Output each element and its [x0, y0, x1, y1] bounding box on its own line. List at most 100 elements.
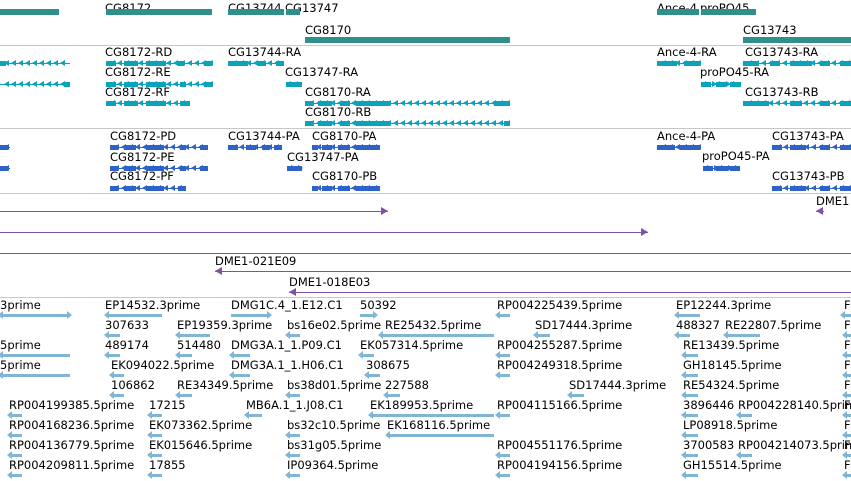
est-arrow-left-icon [495, 371, 500, 379]
strand-chevron-icon [110, 100, 115, 106]
transcript-label: CG8170-RA [305, 85, 371, 99]
gene-bar[interactable] [286, 9, 300, 15]
protein-label: CG8170-PB [312, 169, 378, 183]
est-label: bs38d01.5prime [287, 378, 382, 392]
strand-chevron-icon [138, 81, 143, 87]
strand-chevron-icon [668, 60, 673, 66]
est-label: SD17444.3prime [569, 378, 667, 392]
strand-chevron-icon [53, 81, 58, 87]
gene-bar[interactable] [228, 9, 284, 15]
est-arrow-left-icon [681, 391, 686, 399]
gene-label: CG13743 [743, 23, 797, 37]
strand-chevron-icon [323, 120, 328, 126]
strand-chevron-icon [351, 144, 356, 150]
strand-chevron-icon [712, 81, 717, 87]
protein-exon [312, 145, 318, 150]
strand-chevron-icon [810, 100, 815, 106]
strand-chevron-icon [803, 60, 808, 66]
est-label: EP12244.3prime [676, 298, 772, 312]
strand-chevron-icon [831, 100, 836, 106]
est-arrow-left-icon [147, 431, 152, 439]
strand-chevron-icon [180, 60, 185, 66]
est-arrow-left-icon [109, 391, 114, 399]
clone-line [0, 253, 851, 254]
strand-chevron-icon [365, 144, 370, 150]
protein-exon [200, 166, 208, 171]
est-arrow-left-icon [285, 451, 290, 459]
est-label: MB6A.1_1.J08.C1 [246, 398, 344, 412]
strand-chevron-icon [330, 185, 335, 191]
transcript-exon [180, 101, 190, 106]
est-arrow-left-icon [244, 411, 249, 419]
strand-chevron-icon [372, 144, 377, 150]
est-bar [683, 434, 698, 437]
est-bar [0, 374, 70, 377]
strand-chevron-icon [675, 144, 680, 150]
est-arrow-left-icon [842, 351, 847, 359]
strand-chevron-icon [414, 120, 419, 126]
strand-chevron-icon [4, 144, 9, 150]
est-arrow-right-icon [373, 311, 378, 319]
strand-chevron-icon [53, 60, 58, 66]
strand-chevron-icon [253, 60, 258, 66]
strand-chevron-icon [337, 144, 342, 150]
strand-chevron-icon [135, 185, 140, 191]
strand-chevron-icon [728, 165, 733, 171]
est-label: 50392 [360, 298, 397, 312]
est-label: EK168116.5prime [387, 418, 491, 432]
est-label: RE13439.5prime [683, 338, 780, 352]
strand-chevron-icon [149, 144, 154, 150]
gene-bar[interactable] [106, 9, 212, 15]
strand-chevron-icon [344, 185, 349, 191]
est-bar [360, 354, 374, 357]
est-arrow-left-icon [674, 331, 679, 339]
est-bar [231, 354, 250, 357]
strand-chevron-icon [246, 60, 251, 66]
strand-chevron-icon [456, 100, 461, 106]
est-bar [287, 454, 300, 457]
gene-bar[interactable] [305, 37, 510, 43]
transcript-label: Ance-4-RA [657, 45, 717, 59]
strand-chevron-icon [290, 81, 295, 87]
est-arrow-left-icon [736, 411, 741, 419]
strand-chevron-icon [246, 144, 251, 150]
est-arrow-left-icon [147, 471, 152, 479]
strand-chevron-icon [775, 100, 780, 106]
clone-line [0, 211, 388, 212]
gene-bar[interactable] [657, 9, 699, 15]
protein-label: Ance-4-PA [657, 129, 716, 143]
est-arrow-left-icon [175, 351, 180, 359]
strand-chevron-icon [173, 60, 178, 66]
protein-exon [146, 166, 164, 171]
strand-chevron-icon [754, 60, 759, 66]
est-label: 106862 [111, 378, 155, 392]
est-label: RP004115166.5prime [497, 398, 623, 412]
gene-bar[interactable] [743, 37, 851, 43]
arrow-left-icon [215, 267, 222, 275]
strand-chevron-icon [747, 60, 752, 66]
track-divider [0, 193, 851, 194]
track-divider [0, 45, 851, 46]
gene-bar[interactable] [701, 9, 756, 15]
strand-chevron-icon [393, 120, 398, 126]
strand-chevron-icon [351, 185, 356, 191]
est-arrow-left-icon [495, 411, 500, 419]
est-arrow-left-icon [495, 351, 500, 359]
gene-bar[interactable] [0, 9, 59, 15]
strand-chevron-icon [121, 185, 126, 191]
strand-chevron-icon [803, 100, 808, 106]
strand-chevron-icon [846, 185, 851, 191]
est-bar [842, 314, 851, 317]
strand-chevron-icon [232, 144, 237, 150]
est-bar [177, 334, 210, 337]
est-label: RP004255287.5prime [497, 338, 623, 352]
strand-chevron-icon [239, 144, 244, 150]
strand-chevron-icon [661, 60, 666, 66]
transcript-label: CG8172-RE [105, 65, 171, 79]
strand-chevron-icon [232, 60, 237, 66]
strand-chevron-icon [274, 144, 279, 150]
strand-chevron-icon [46, 81, 51, 87]
est-bar [844, 454, 851, 457]
strand-chevron-icon [298, 165, 303, 171]
strand-chevron-icon [337, 185, 342, 191]
